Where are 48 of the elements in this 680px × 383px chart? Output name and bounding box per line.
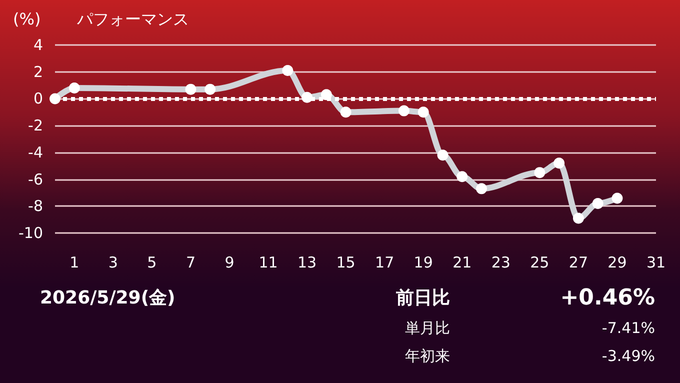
text: -7.41% [602,319,656,337]
point [554,158,565,169]
point [185,84,196,95]
point [68,82,80,94]
y-tick-label: 0 [33,90,43,108]
point [437,150,448,161]
y-tick-label: -2 [28,116,43,135]
x-tick-label: 9 [224,254,234,272]
y-tick-label: -8 [28,197,43,216]
point [534,167,546,178]
x-tick-label: 19 [414,254,433,272]
text: 年初来 [405,347,450,365]
x-tick-label: 5 [147,254,157,272]
point [456,171,468,182]
x-tick-label: 11 [258,254,278,272]
point [204,84,216,95]
x-tick-label: 3 [108,254,118,272]
x-tick-label: 25 [530,254,550,272]
x-tick-label: 13 [297,254,317,272]
y-tick-label: -10 [18,224,43,242]
y-tick-label: -4 [28,143,43,162]
x-tick-label: 1 [70,254,80,272]
point [340,106,352,118]
text: 単月比 [405,319,450,337]
y-tick-label: 2 [33,62,43,81]
point [398,105,410,116]
text: 前日比 [395,288,450,308]
x-tick-label: 29 [608,254,627,272]
text: +0.46% [560,286,656,310]
point [476,183,488,194]
x-tick-label: 27 [568,254,588,272]
point [612,192,623,204]
chart-title: パフォーマンス [76,10,189,28]
point [592,198,604,209]
point [572,212,584,224]
text: 2026/5/29(金) [40,288,176,308]
x-tick-label: 17 [375,254,394,272]
x-tick-label: 21 [452,254,472,272]
text: -3.49% [602,347,656,365]
point [282,65,294,76]
x-tick-label: 23 [491,254,510,272]
x-tick-label: 31 [646,254,666,272]
point [418,106,429,118]
y-tick-label: 4 [33,36,43,54]
x-tick-label: 7 [186,254,196,272]
y-axis-title: (%) [13,10,41,28]
x-tick-label: 15 [336,254,356,272]
y-tick-label: -6 [28,170,43,188]
